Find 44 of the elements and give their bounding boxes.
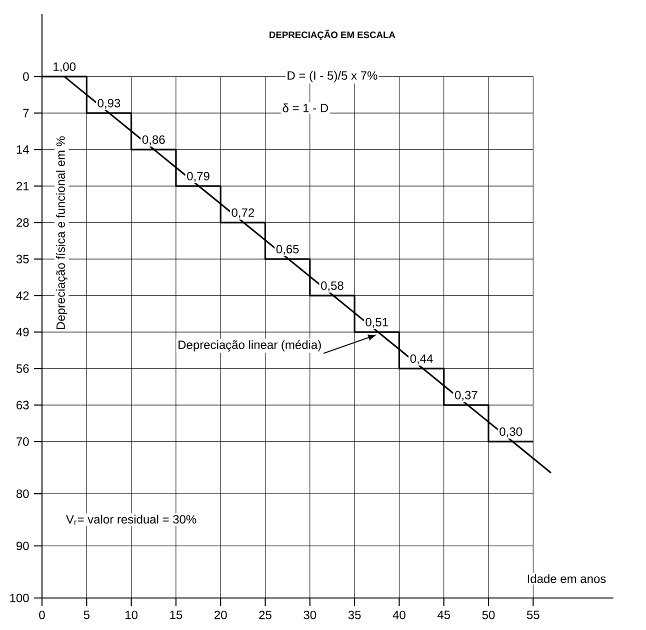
y-axis-title: Depreciação física e funcional em %: [56, 136, 68, 330]
annotation: V$_{r}$= valor residual = 30%: [66, 514, 196, 525]
x-axis-title: Idade em anos: [528, 574, 606, 584]
x-tick-label: 25: [259, 610, 272, 620]
x-tick-label: 45: [437, 610, 450, 620]
x-tick-label: 0: [39, 610, 45, 620]
y-tick-label: 49: [16, 328, 29, 336]
y-tick-label: 0: [23, 72, 29, 81]
y-tick-label: 100: [10, 594, 29, 602]
y-tick-label: 56: [16, 364, 29, 373]
annotation: 0,72: [232, 208, 254, 218]
y-tick-label: 7: [23, 108, 29, 118]
text: DEPRECIAÇÃO EM ESCALA: [270, 30, 396, 40]
annotation: 0,44: [410, 354, 433, 364]
y-tick-label: 90: [16, 542, 29, 550]
y-tick-label: 80: [16, 489, 29, 498]
x-tick-label: 15: [170, 610, 182, 620]
annotation: 0,37: [454, 390, 478, 401]
y-tick-label: 21: [16, 182, 29, 190]
annotation: D = (I - 5)/5 x 7%: [288, 70, 378, 82]
annotation: 0,58: [321, 281, 344, 292]
y-tick-label: 35: [16, 254, 29, 264]
annotation: 0,93: [98, 98, 120, 109]
annotation: Depreciação linear (média): [178, 340, 321, 352]
annotation: 0,51: [366, 318, 388, 328]
x-tick-label: 40: [392, 610, 406, 620]
x-tick-label: 55: [526, 610, 540, 620]
x-tick-label: 20: [214, 610, 227, 620]
x-tick-label: 5: [84, 610, 90, 620]
y-tick-label: 70: [16, 437, 29, 446]
annotation: 0,86: [142, 135, 165, 146]
x-tick-label: 10: [126, 610, 138, 620]
x-tick-label: 50: [482, 610, 495, 620]
y-tick-label: 14: [16, 145, 29, 154]
x-tick-label: 35: [348, 610, 361, 620]
annotation: δ = 1 - D: [282, 103, 328, 112]
annotation: 0,30: [500, 427, 522, 438]
x-tick-label: 30: [304, 610, 316, 620]
y-tick-label: 28: [16, 218, 29, 227]
annotation: 0,79: [187, 172, 210, 182]
y-tick-label: 42: [16, 291, 29, 300]
y-tick-label: 63: [16, 400, 29, 410]
annotation: 0,65: [276, 244, 299, 255]
annotation: 1,00: [54, 62, 76, 72]
